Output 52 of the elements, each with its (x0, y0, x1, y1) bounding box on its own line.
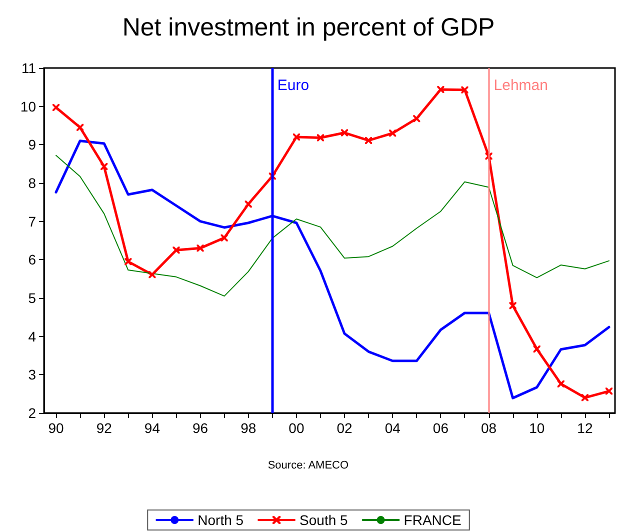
point (437, 86, 444, 93)
point (76, 124, 84, 131)
point (509, 302, 516, 310)
y-tick-label: 6 (28, 252, 36, 268)
point (292, 134, 300, 140)
point (220, 234, 228, 242)
source-note: Source: AMECO (268, 460, 349, 472)
point (365, 136, 372, 144)
point (341, 129, 348, 136)
x-tick-label: 92 (96, 420, 112, 436)
legend-label: FRANCE (404, 512, 462, 528)
x-tick-label: 90 (48, 420, 64, 436)
point (533, 345, 540, 352)
point (100, 163, 108, 170)
x-tick-label: 06 (432, 420, 449, 436)
point (581, 394, 588, 402)
ref-line-label: Euro (277, 77, 310, 94)
x-tick-label: 12 (577, 420, 593, 436)
chart-title: Net investment in percent of GDP (122, 14, 495, 42)
x-tick-label: 96 (192, 420, 208, 436)
y-tick-label: 11 (21, 60, 36, 76)
x-tick-label: 08 (480, 420, 497, 436)
point (413, 115, 420, 122)
point (124, 258, 132, 266)
x-tick-label: 04 (384, 420, 401, 436)
y-tick-label: 4 (28, 328, 36, 344)
point (557, 380, 564, 388)
point (244, 200, 252, 208)
x-tick-label: 10 (529, 420, 545, 436)
legend-label: North 5 (198, 512, 244, 528)
point (196, 244, 204, 252)
ref-line-label: Lehman (494, 77, 548, 94)
point (148, 271, 156, 278)
y-tick-label: 8 (28, 175, 36, 191)
x-tick-label: 98 (240, 420, 256, 436)
point (316, 134, 324, 142)
line-series (56, 154, 610, 297)
legend-label: South 5 (300, 512, 348, 528)
point (605, 388, 612, 395)
x-tick-label: 00 (288, 420, 304, 436)
point (172, 246, 180, 254)
y-tick-label: 5 (28, 290, 36, 306)
y-tick-label: 7 (28, 213, 36, 230)
y-tick-label: 2 (28, 405, 36, 421)
x-tick-label: 94 (144, 420, 160, 436)
point (52, 104, 60, 111)
point (389, 130, 396, 137)
x-tick-label: 02 (336, 420, 353, 436)
y-tick-label: 9 (28, 136, 36, 153)
y-tick-label: 3 (28, 366, 36, 383)
point (461, 86, 468, 94)
y-tick-label: 10 (20, 98, 36, 114)
